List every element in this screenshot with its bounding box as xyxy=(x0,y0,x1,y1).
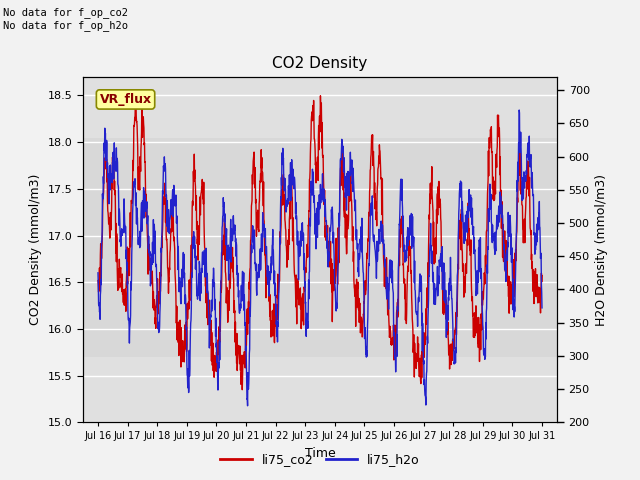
li75_co2 xyxy=(94,278,102,284)
li75_co2 xyxy=(147,255,155,261)
li75_h2o xyxy=(538,305,546,311)
Text: No data for f_op_co2
No data for f_op_h2o: No data for f_op_co2 No data for f_op_h2… xyxy=(3,7,128,31)
Line: li75_h2o: li75_h2o xyxy=(98,110,542,406)
li75_h2o xyxy=(300,267,308,273)
li75_co2 xyxy=(239,387,246,393)
Y-axis label: H2O Density (mmol/m3): H2O Density (mmol/m3) xyxy=(595,174,608,325)
li75_co2 xyxy=(132,93,140,98)
li75_h2o xyxy=(283,198,291,204)
li75_co2 xyxy=(283,264,291,270)
Legend: li75_co2, li75_h2o: li75_co2, li75_h2o xyxy=(215,448,425,471)
li75_h2o xyxy=(244,403,252,408)
li75_h2o xyxy=(515,107,523,113)
Title: CO2 Density: CO2 Density xyxy=(273,57,367,72)
Line: li75_co2: li75_co2 xyxy=(98,96,542,390)
li75_h2o xyxy=(347,171,355,177)
li75_h2o xyxy=(129,230,136,236)
li75_h2o xyxy=(292,200,300,205)
Bar xyxy=(83,137,557,357)
Y-axis label: CO2 Density (mmol/m3): CO2 Density (mmol/m3) xyxy=(29,174,42,325)
li75_h2o xyxy=(94,270,102,276)
Text: VR_flux: VR_flux xyxy=(99,93,152,106)
li75_co2 xyxy=(538,273,546,278)
X-axis label: Time: Time xyxy=(305,447,335,460)
li75_co2 xyxy=(348,196,355,202)
li75_co2 xyxy=(300,284,308,290)
li75_co2 xyxy=(292,272,300,278)
li75_co2 xyxy=(129,194,136,200)
li75_h2o xyxy=(147,283,154,289)
